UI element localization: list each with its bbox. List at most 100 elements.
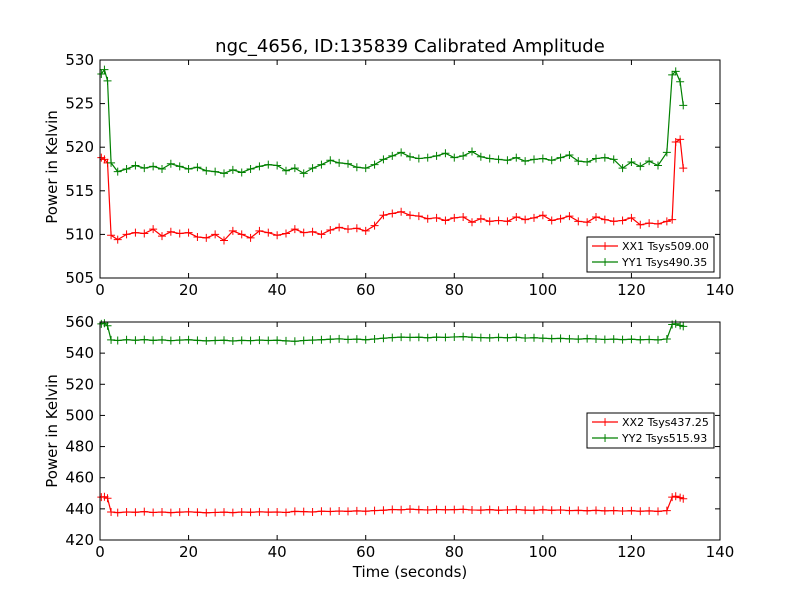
data-point [131,508,140,517]
data-point [140,335,149,344]
data-point [202,508,211,517]
x-tick-label: 80 [445,281,464,299]
data-point [255,336,264,345]
data-point [476,333,485,342]
data-point [184,335,193,344]
data-point [273,336,282,345]
data-point [113,167,122,176]
data-point [273,507,282,516]
data-point [397,148,406,157]
data-point [308,164,317,173]
data-point [583,506,592,515]
data-point [618,216,627,225]
data-point [503,333,512,342]
data-point [220,508,228,517]
data-point [556,334,565,343]
data-point [406,211,414,220]
data-point [406,333,414,342]
data-point [246,165,255,173]
data-point [361,335,370,344]
data-point [521,157,530,166]
data-point [423,153,432,162]
data-point [494,506,503,515]
data-point [308,227,317,236]
y-axis-label-bottom: Power in Kelvin [43,374,61,488]
legend-box [586,236,715,273]
data-point [388,209,397,218]
y-tick-label: 505 [65,269,94,287]
data-point [485,505,494,514]
data-point [565,212,574,221]
legend-label-yy2: YY2 Tsys515.93 [621,432,707,445]
data-point [476,214,485,223]
data-point [592,506,600,515]
data-point [370,160,379,169]
data-point [158,232,166,241]
x-tick-label: 80 [445,543,464,561]
data-point [406,152,414,161]
data-point [113,235,122,244]
data-point [574,506,583,515]
data-point [468,333,476,342]
data-point [512,505,521,514]
data-point [397,333,406,342]
data-point [654,335,662,344]
data-point [627,506,636,515]
data-point [237,168,246,177]
data-point [326,226,335,235]
data-point [290,225,299,234]
data-point [211,167,220,176]
data-point [441,216,450,225]
data-point [166,227,175,236]
data-point [103,321,112,330]
data-point [432,213,441,222]
data-point [149,162,158,171]
data-point [592,334,600,343]
data-point [450,505,459,514]
data-point [352,506,361,515]
data-point [547,334,556,343]
data-point [662,506,671,515]
data-point [671,67,680,76]
data-point [645,335,654,344]
chart-top: ngc_4656, ID:135839 Calibrated Amplitude… [43,36,734,299]
data-point [476,152,485,161]
data-point [676,77,685,86]
data-point [193,233,202,242]
series-yy2 [97,319,688,346]
data-point [521,215,530,224]
legend-label-yy1: YY1 Tsys490.35 [621,256,707,269]
data-point [326,156,335,165]
data-point [441,505,450,514]
data-point [361,164,370,173]
data-point [140,229,149,238]
legend-marker-xx1: + [600,239,610,253]
data-point [103,494,112,503]
x-axis-label: Time (seconds) [352,563,468,581]
x-tick-label: 40 [268,543,287,561]
x-tick-label: 120 [617,543,646,561]
data-point [237,507,246,516]
data-point [556,505,565,514]
data-point [282,336,290,345]
data-point [282,166,290,175]
data-point [547,216,556,225]
data-point [352,163,361,172]
data-point [600,153,609,162]
legend-box [586,412,715,449]
data-point [140,507,149,516]
data-point [565,151,574,160]
data-point [574,335,583,344]
data-point [676,135,685,144]
data-point [317,230,326,239]
data-point [679,164,688,173]
data-point [299,507,308,516]
x-tick-label: 140 [706,543,735,561]
data-point [450,153,459,162]
data-point [414,212,423,221]
data-point [388,505,397,514]
data-point [246,508,255,517]
data-point [565,506,574,515]
data-point [335,223,344,232]
legend-marker-yy1: + [600,255,610,269]
